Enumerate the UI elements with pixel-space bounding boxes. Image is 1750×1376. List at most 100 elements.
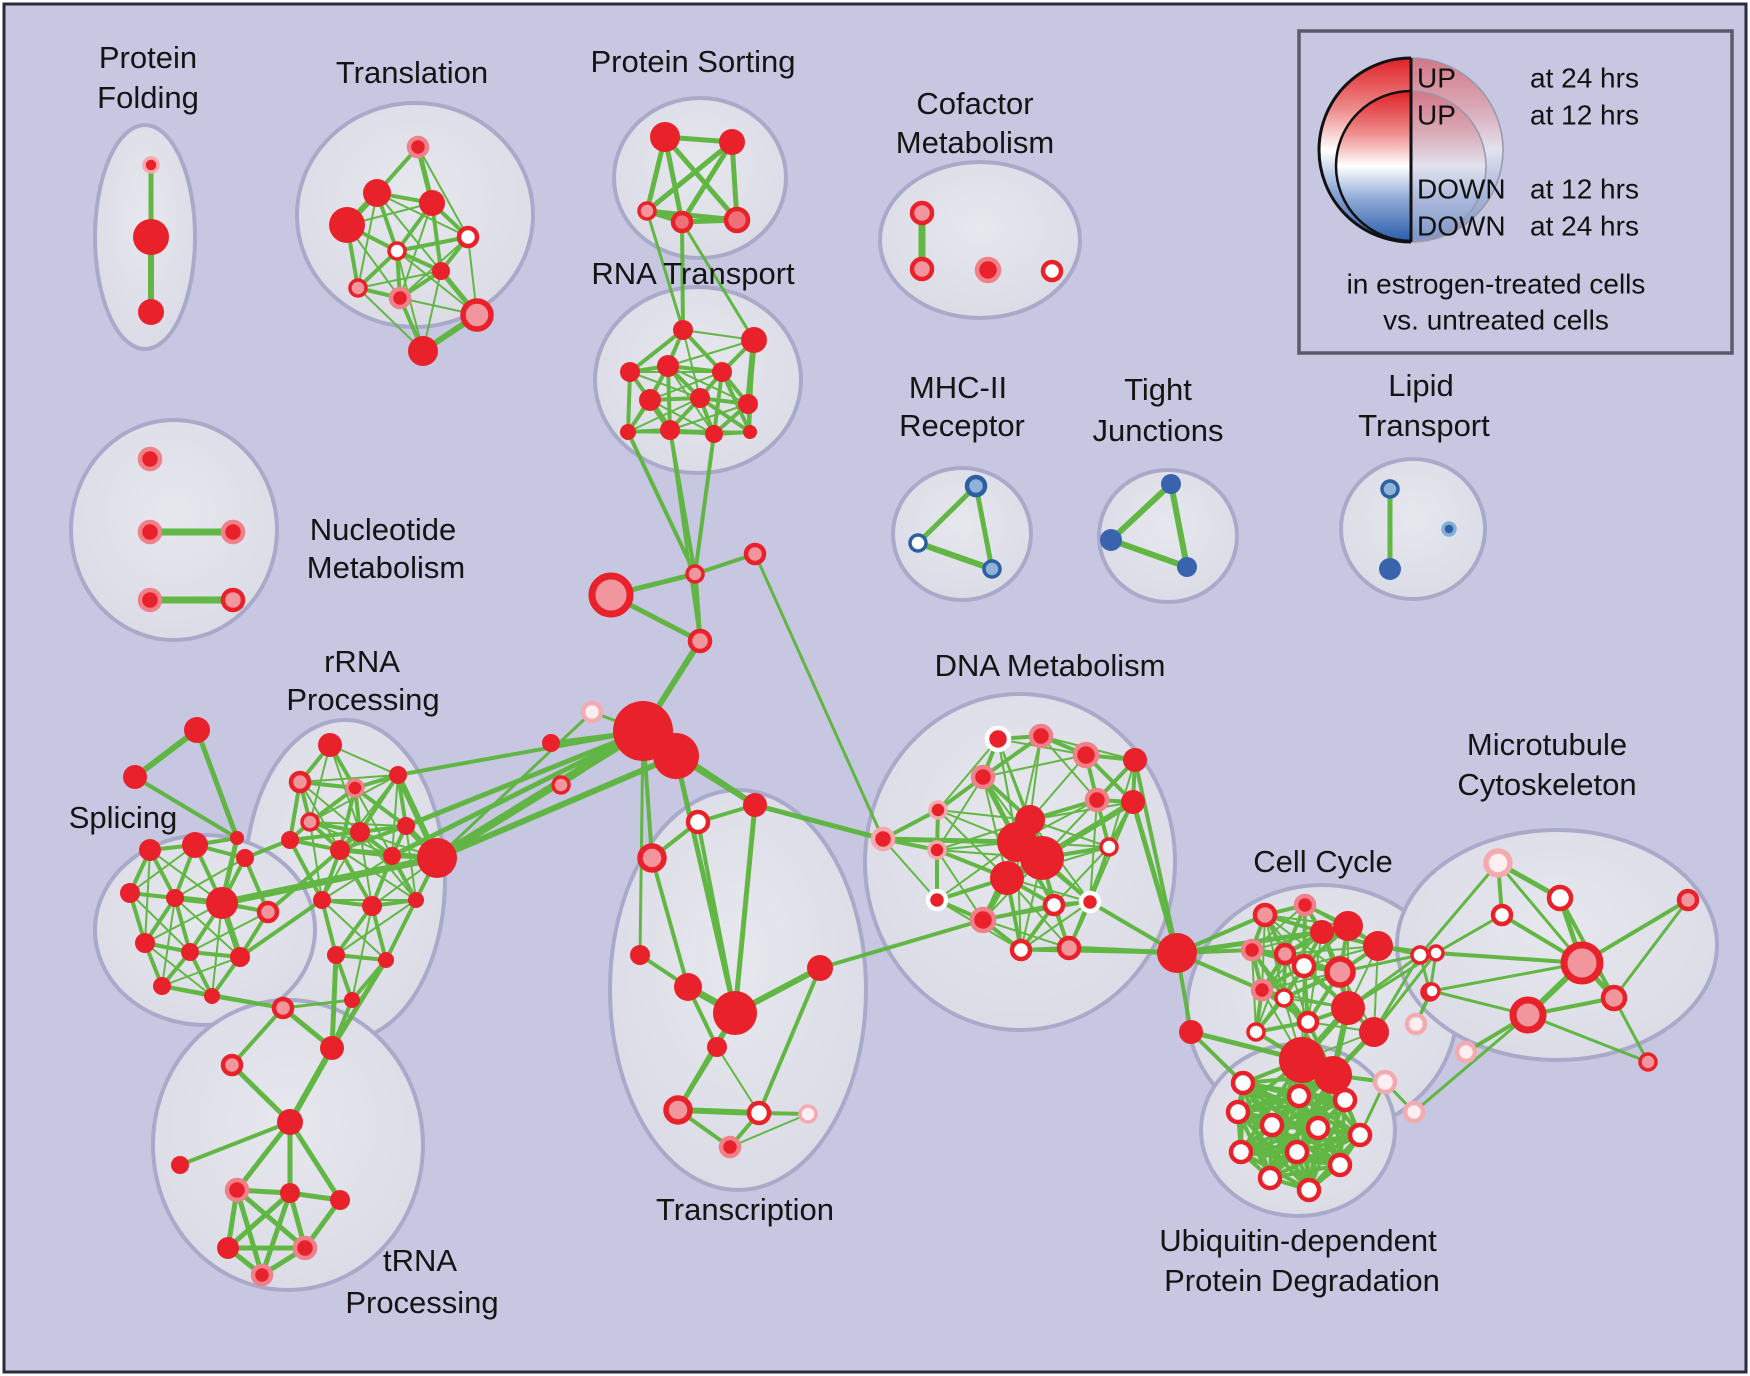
cluster-label-ubiquitin-degradation-0: Ubiquitin-dependent: [1159, 1223, 1437, 1258]
network-node-21: [974, 256, 1002, 284]
cluster-label-cofactor-metabolism-1: Metabolism: [896, 125, 1055, 160]
cluster-label-protein-folding-0: Protein: [99, 40, 197, 75]
network-node-69: [327, 946, 345, 964]
legend-circle-outline: [1410, 57, 1504, 243]
network-node-175: [1600, 984, 1628, 1012]
network-edge: [287, 1045, 335, 1125]
network-edge: [357, 287, 424, 352]
network-edge: [266, 848, 342, 914]
network-edge: [1089, 799, 1098, 903]
network-node-115: [1072, 741, 1100, 769]
network-edge: [321, 831, 361, 901]
network-node-138: [1333, 911, 1363, 941]
network-edge: [713, 371, 723, 435]
cluster-label-nucleotide-metabolism-1: Metabolism: [307, 550, 466, 585]
legend-circle-outline: [1410, 90, 1487, 242]
network-node-160: [1259, 1112, 1285, 1138]
network-node-168: [1372, 1069, 1398, 1095]
cluster-label-lipid-transport-0: Lipid: [1388, 368, 1454, 403]
network-edge: [396, 250, 478, 316]
network-node-36: [1441, 521, 1457, 537]
network-edge: [234, 1187, 265, 1278]
network-edge: [354, 787, 393, 857]
network-edge: [982, 919, 1070, 949]
network-node-146: [1296, 1010, 1320, 1034]
network-edge: [376, 192, 442, 272]
network-edge: [174, 897, 191, 953]
network-node-157: [1286, 1083, 1312, 1109]
network-node-169: [1402, 1100, 1426, 1124]
network-node-82: [135, 933, 155, 953]
network-node-55: [653, 733, 699, 779]
network-edge: [434, 753, 679, 861]
network-edge: [716, 1046, 760, 1114]
network-node-165: [1327, 1152, 1353, 1178]
network-node-74: [580, 700, 604, 724]
network-edge: [144, 942, 213, 997]
network-node-113: [984, 725, 1012, 753]
cluster-ellipse-lipid-transport: [1339, 457, 1487, 601]
network-edge: [682, 329, 701, 399]
network-node-177: [1427, 944, 1445, 962]
legend-time-1: at 12 hrs: [1530, 99, 1639, 130]
cluster-labels: Protein Folding Translation Protein Sorting…: [69, 40, 1637, 1320]
network-edge: [973, 483, 995, 572]
legend-circle-outline: [1317, 56, 1412, 244]
network-node-132: [1009, 938, 1033, 962]
network-node-14: [650, 122, 680, 152]
network-node-61: [350, 822, 370, 842]
network-node-73: [551, 775, 571, 795]
network-node-59: [389, 766, 407, 784]
network-node-153: [1410, 945, 1430, 965]
network-node-86: [204, 988, 220, 1004]
network-node-102: [685, 809, 711, 835]
network-node-122: [1020, 836, 1064, 880]
network-edge: [417, 146, 469, 238]
network-node-67: [362, 896, 382, 916]
network-node-96: [280, 1183, 300, 1203]
network-edge: [1412, 1013, 1530, 1114]
network-edge: [729, 1113, 809, 1148]
network-node-79: [166, 889, 184, 907]
network-node-53: [542, 734, 560, 752]
network-edge: [289, 831, 361, 841]
network-edge: [936, 776, 984, 851]
network-node-81: [256, 900, 280, 924]
network-node-134: [1157, 933, 1197, 973]
network-edge: [309, 774, 399, 823]
network-edge: [1029, 801, 1134, 821]
network-edge: [936, 849, 984, 921]
network-node-48: [743, 425, 757, 439]
network-node-91: [320, 1036, 344, 1060]
cluster-label-trna-processing-0: tRNA: [383, 1243, 457, 1278]
network-edge: [649, 371, 723, 401]
network-node-45: [620, 424, 636, 440]
network-edge: [1040, 735, 1098, 801]
network-node-31: [1161, 474, 1181, 494]
network-node-126: [927, 840, 947, 860]
cluster-label-tight-junctions-0: Tight: [1124, 372, 1192, 407]
cluster-label-cofactor-metabolism-0: Cofactor: [916, 86, 1033, 121]
network-node-23: [137, 446, 163, 472]
network-node-37: [673, 320, 693, 340]
network-node-80: [206, 887, 238, 919]
network-node-43: [690, 388, 710, 408]
cluster-label-microtubule-cytoskeleton-1: Cytoskeleton: [1457, 767, 1636, 802]
network-node-17: [670, 210, 694, 234]
cluster-ellipse-mhc2-receptor: [891, 466, 1033, 602]
network-node-78: [120, 883, 140, 903]
network-node-133: [1056, 935, 1082, 961]
network-node-162: [1347, 1122, 1373, 1148]
network-node-76: [182, 832, 208, 858]
network-node-158: [1332, 1087, 1358, 1113]
network-node-119: [870, 826, 896, 852]
network-edge: [1496, 861, 1584, 965]
network-node-83: [181, 943, 199, 961]
network-edge: [1020, 901, 1091, 951]
network-node-105: [674, 973, 702, 1001]
network-edge: [234, 1119, 293, 1193]
network-edge: [335, 899, 417, 956]
network-edge: [1168, 481, 1190, 570]
network-node-46: [660, 420, 680, 440]
